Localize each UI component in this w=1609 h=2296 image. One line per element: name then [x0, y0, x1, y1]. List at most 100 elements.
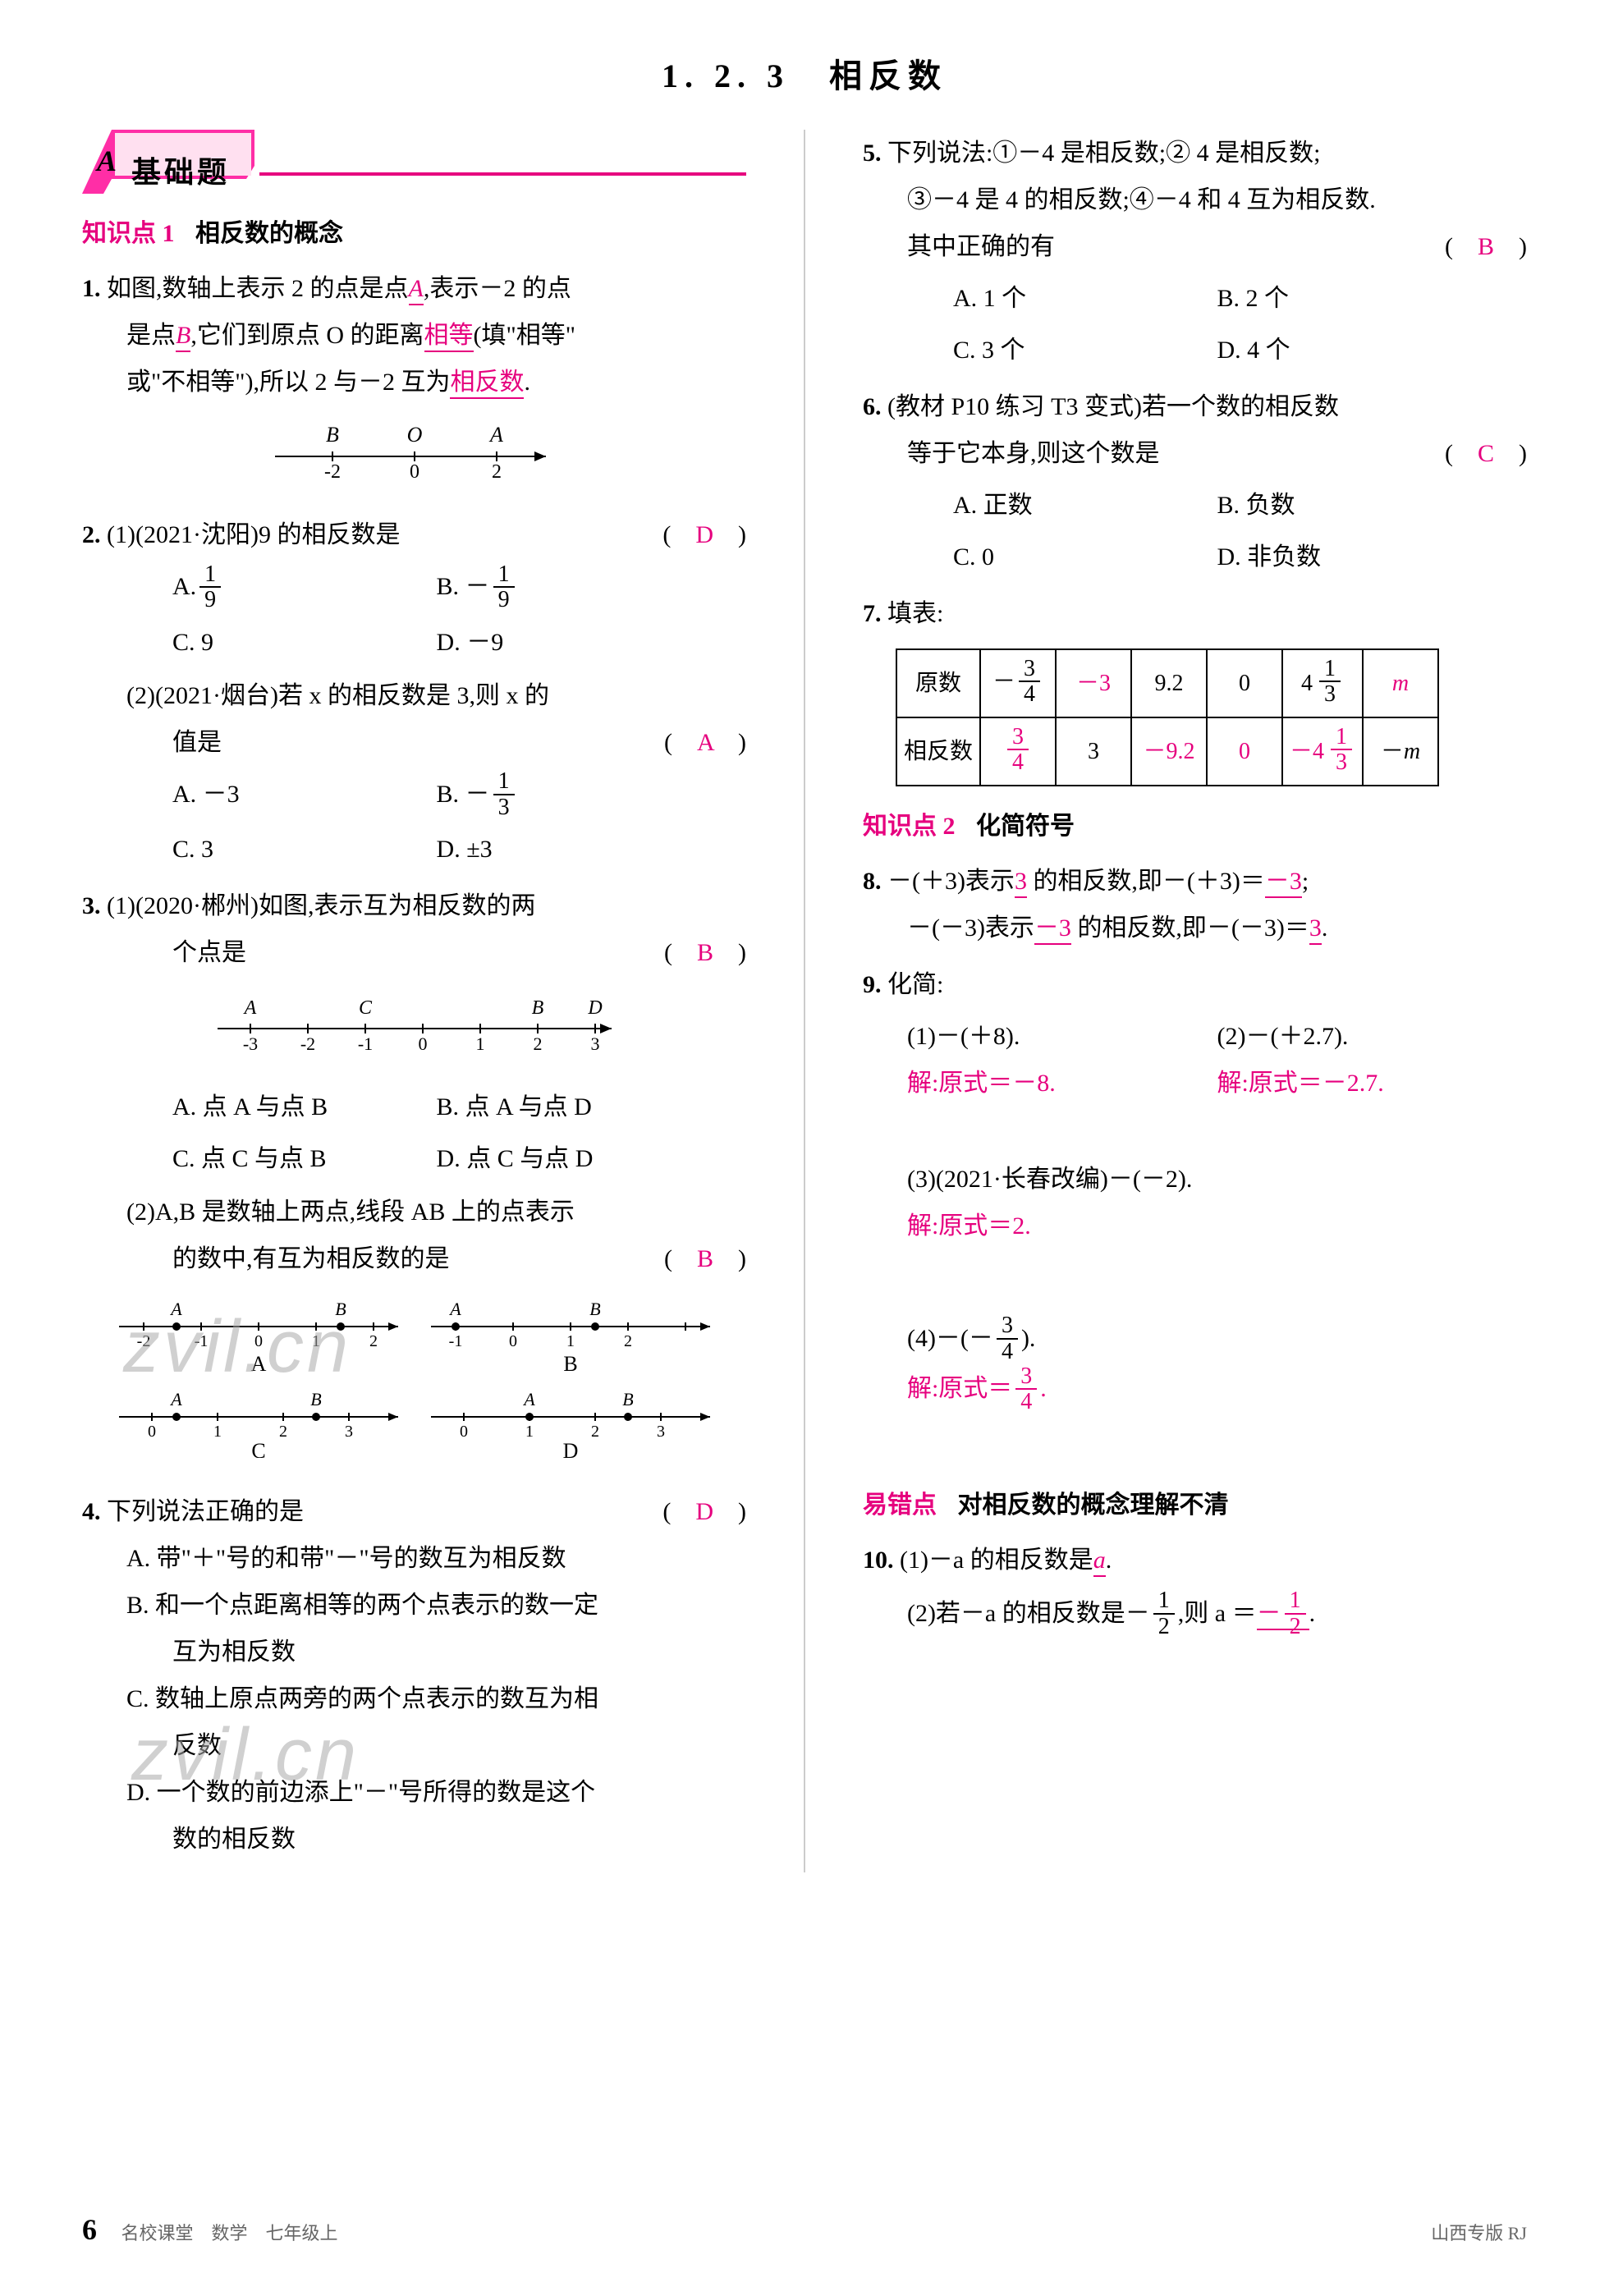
- q10p2-t1: (2)若－a 的相反数是－: [907, 1600, 1150, 1627]
- q7-row2: 相反数 34 3 －9.2 0 －413 －m: [896, 717, 1438, 786]
- q3p2: (2)A,B 是数轴上两点,线段 AB 上的点表示: [82, 1189, 746, 1235]
- svg-text:1: 1: [475, 1033, 484, 1053]
- q6-A: A. 正数: [953, 482, 1217, 529]
- q2p2-A: A. －3: [172, 771, 437, 822]
- q3p1-C: C. 点 C 与点 B: [172, 1135, 437, 1182]
- q7-head: 填表:: [887, 600, 943, 627]
- q2p2-B: B. －13: [437, 771, 701, 822]
- q9p4-q1: (4)－(－: [907, 1325, 993, 1352]
- q10p1-ans: a: [1093, 1547, 1106, 1577]
- q2p1-C: C. 9: [172, 619, 437, 666]
- question-3: 3. (1)(2020·郴州)如图,表示互为相反数的两 个点是 ( B ) -3…: [82, 882, 746, 1473]
- q3p1-ans: B: [697, 939, 713, 966]
- q2p2-ans-wrap: ( A ): [664, 719, 746, 766]
- q6-opts-r1: A. 正数 B. 负数: [863, 482, 1527, 529]
- q5-ans-wrap: ( B ): [1445, 223, 1527, 270]
- q9p4-d: 4: [997, 1340, 1018, 1363]
- q7-r2c4: －413: [1282, 717, 1363, 786]
- q2p2-B-d: 3: [493, 795, 515, 819]
- svg-text:2: 2: [492, 461, 502, 481]
- svg-text:A: A: [448, 1299, 461, 1319]
- tab-label: 基础题: [131, 144, 230, 200]
- section-tab: A 基础题: [82, 130, 263, 194]
- svg-text:B: B: [310, 1389, 321, 1409]
- svg-text:-1: -1: [448, 1332, 462, 1350]
- q5-opts-r2: C. 3 个 D. 4 个: [863, 327, 1527, 374]
- svg-text:3: 3: [657, 1423, 665, 1441]
- q7-table: 原数 －34 －3 9.2 0 413 m 相反数 34 3 －9.2 0 －4…: [896, 648, 1439, 786]
- svg-text:B: B: [589, 1299, 600, 1319]
- q8-t1: －(＋3)表示: [887, 868, 1015, 895]
- q7-r1c3: 0: [1207, 649, 1282, 717]
- svg-text:-1: -1: [357, 1033, 372, 1053]
- left-column: A 基础题 知识点 1 相反数的概念 1. 如图,数轴上表示 2 的点是点A,表…: [82, 130, 746, 1872]
- question-9: 9. 化简: (1)－(＋8). 解:原式＝－8. (2)－(＋2.7). 解:…: [863, 961, 1527, 1416]
- q3p1-A: A. 点 A 与点 B: [172, 1084, 437, 1130]
- q5-B: B. 2 个: [1217, 275, 1482, 322]
- q6-h1: (教材 P10 练习 T3 变式)若一个数的相反数: [887, 393, 1339, 420]
- q3p2-line2: 的数中,有互为相反数的是 ( B ): [82, 1235, 746, 1282]
- q7-r2h: 相反数: [896, 717, 980, 786]
- question-10: 10. (1)－a 的相反数是a. (2)若－a 的相反数是－12,则 a ＝－…: [863, 1537, 1527, 1641]
- q9p4-a-prefix: 解:原式＝: [907, 1375, 1012, 1402]
- q4-B2: 互为相反数: [82, 1629, 746, 1675]
- q1-t5: (填"相等": [474, 322, 575, 349]
- q3p2-numberlines: -2-1012 A B A -1012 A B B: [82, 1294, 746, 1473]
- question-6: 6. (教材 P10 练习 T3 变式)若一个数的相反数 等于它本身,则这个数是…: [863, 383, 1527, 580]
- q2p1-A: A.19: [172, 563, 437, 614]
- q6-C: C. 0: [953, 534, 1217, 580]
- svg-text:O: O: [406, 423, 422, 447]
- q10p2-ad: 2: [1285, 1615, 1306, 1638]
- svg-text:-2: -2: [324, 461, 341, 481]
- q4-B1: B. 和一个点距离相等的两个点表示的数一定: [82, 1582, 746, 1629]
- column-divider: [804, 130, 805, 1872]
- q2p2-opts-r1: A. －3 B. －13: [82, 771, 746, 822]
- q1-ansB: B: [176, 322, 190, 352]
- q4-A: A. 带"＋"号的和带"－"号的数互为相反数: [82, 1535, 746, 1582]
- page-footer: 6 名校课堂 数学 七年级上 山西专版 RJ: [82, 2212, 1527, 2247]
- q2p1-A-label: A.: [172, 573, 196, 600]
- svg-text:A: A: [242, 997, 256, 1019]
- q10p2-t2: ,则 a ＝: [1178, 1600, 1257, 1627]
- q3p2-h2: 的数中,有互为相反数的是: [172, 1245, 450, 1272]
- q3p1-h2: 个点是: [172, 939, 246, 966]
- kp1-title: 相反数的概念: [195, 220, 343, 247]
- q1-t1: 如图,数轴上表示 2 的点是点: [107, 275, 409, 302]
- q9p4-an: 3: [1015, 1364, 1037, 1390]
- q3p1-ans-wrap: ( B ): [664, 929, 746, 976]
- page-title: 1. 2. 3 相反数: [82, 49, 1527, 97]
- svg-text:B: B: [622, 1389, 633, 1409]
- q4-ans-wrap: ( D ): [662, 1488, 746, 1535]
- q4-D1: D. 一个数的前边添上"－"号所得的数是这个: [82, 1769, 746, 1816]
- q9p3-q: (3)(2021·长春改编)－(－2).: [907, 1156, 1527, 1203]
- q1-t4: ,它们到原点 O 的距离: [190, 322, 424, 349]
- q5-h2: ③－4 是 4 的相反数;④－4 和 4 互为相反数.: [863, 176, 1527, 223]
- q1-ansA: A: [409, 275, 424, 305]
- kp2-prefix: 知识点 2: [863, 813, 956, 840]
- q6-B: B. 负数: [1217, 482, 1482, 529]
- svg-text:A: A: [250, 1352, 266, 1376]
- tab-line: [259, 172, 746, 176]
- q8-t6: .: [1322, 914, 1328, 942]
- footer-left: 6 名校课堂 数学 七年级上: [82, 2212, 338, 2247]
- q2p1-head: (1)(2021·沈阳)9 的相反数是: [107, 521, 400, 548]
- svg-text:A: A: [488, 423, 503, 447]
- q9p2-a: 解:原式＝－2.7.: [1217, 1060, 1527, 1107]
- error-point: 易错点 对相反数的概念理解不清: [863, 1482, 1527, 1528]
- q2p1-B-n: 1: [493, 562, 515, 588]
- section-a-header: A 基础题: [82, 130, 746, 194]
- q1-t2: ,表示－2 的点: [424, 275, 571, 302]
- q10p1-t2: .: [1106, 1547, 1112, 1574]
- q10-num: 10.: [863, 1547, 894, 1574]
- q1-t3: 是点: [126, 322, 176, 349]
- q1-numberline: B O A -2 0 2: [82, 417, 746, 497]
- q2p2-B-label: B. －: [437, 781, 490, 808]
- svg-text:0: 0: [254, 1332, 263, 1350]
- q6-line2: 等于它本身,则这个数是 ( C ): [863, 430, 1527, 477]
- q9-head: 化简:: [887, 971, 943, 998]
- svg-text:-1: -1: [194, 1332, 208, 1350]
- svg-text:C: C: [251, 1439, 265, 1458]
- q9p4-n: 3: [997, 1313, 1018, 1339]
- svg-text:0: 0: [410, 461, 419, 481]
- question-5: 5. 下列说法:①－4 是相反数;② 4 是相反数; ③－4 是 4 的相反数;…: [863, 130, 1527, 374]
